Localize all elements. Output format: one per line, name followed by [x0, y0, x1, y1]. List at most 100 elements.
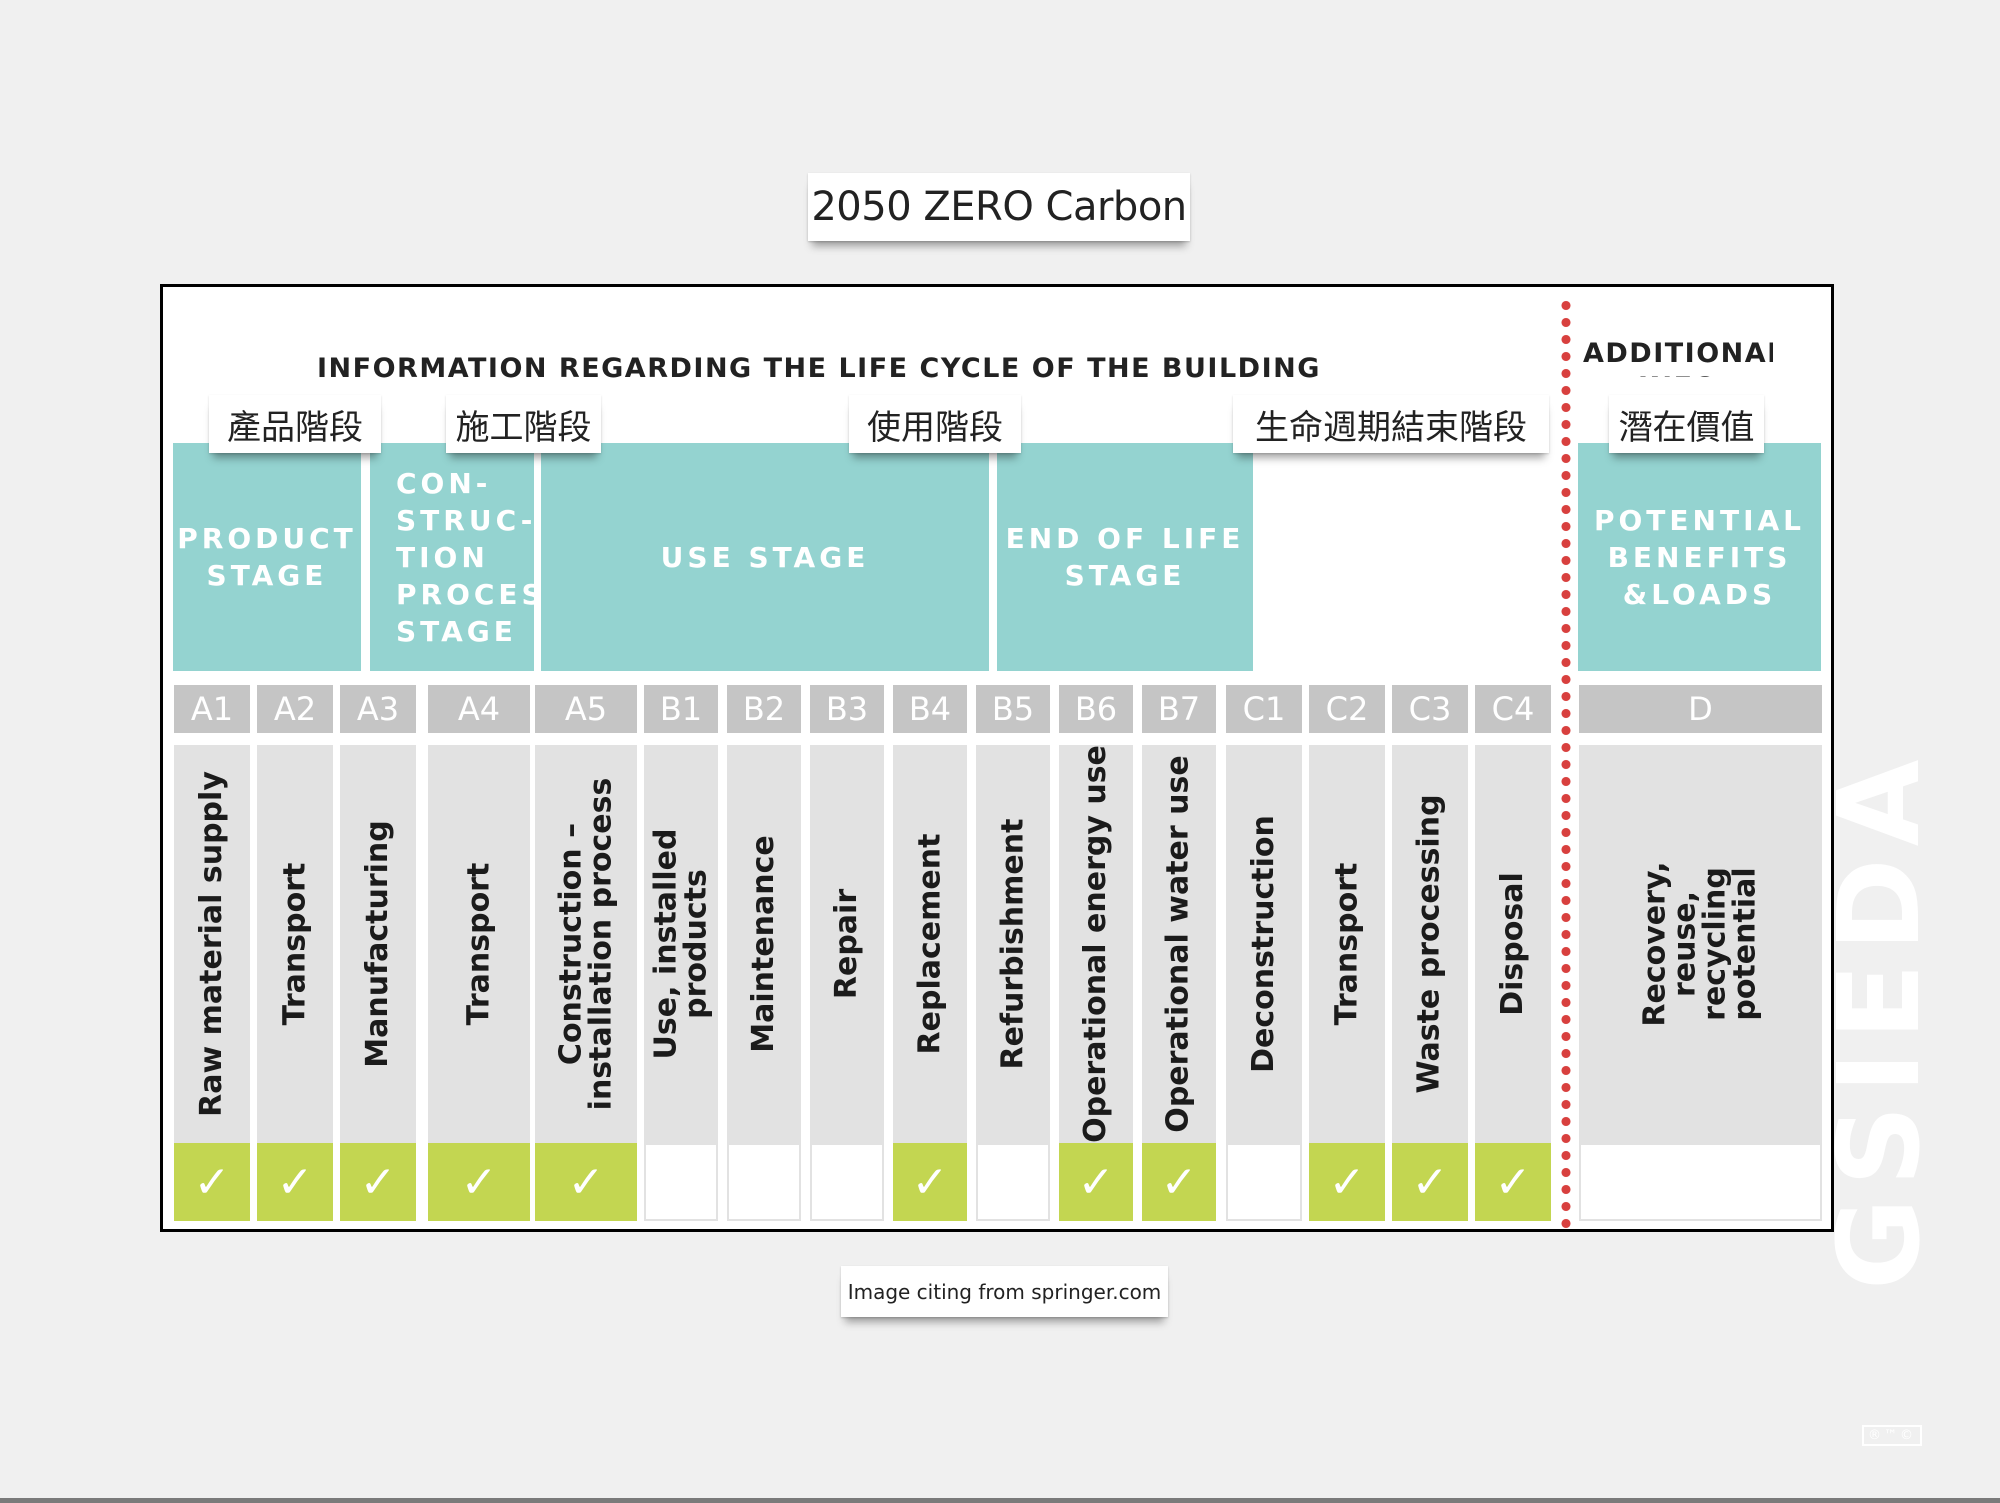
checkmark-icon: ✓	[1494, 1156, 1532, 1208]
module-label: Manufacturing	[360, 820, 395, 1068]
module-code-b1: B1	[644, 685, 718, 733]
stage-product: PRODUCT STAGE	[173, 443, 361, 671]
module-description-b1: Use, installed products	[644, 745, 718, 1143]
module-check-d	[1579, 1143, 1822, 1221]
module-code-b5: B5	[976, 685, 1050, 733]
checkmark-icon: ✓	[460, 1156, 498, 1208]
module-description-a5: Construction – installation process	[535, 745, 637, 1143]
watermark-logo: GSIEDA	[1815, 747, 1945, 1290]
module-check-b6: ✓	[1059, 1143, 1133, 1221]
module-check-a4: ✓	[428, 1143, 530, 1221]
module-description-b7: Operational water use	[1142, 745, 1216, 1143]
checkmark-icon: ✓	[359, 1156, 397, 1208]
module-description-b6: Operational energy use	[1059, 745, 1133, 1143]
bottom-rule	[0, 1498, 2000, 1503]
module-label: Deconstruction	[1246, 815, 1282, 1073]
module-code-a1: A1	[174, 685, 250, 733]
module-label: Operational energy use	[1078, 745, 1113, 1143]
stage-end-of-life: END OF LIFE STAGE	[997, 443, 1253, 671]
module-code-b2: B2	[727, 685, 801, 733]
module-description-a3: Manufacturing	[340, 745, 416, 1143]
checkmark-icon: ✓	[567, 1156, 605, 1208]
module-label: Refurbishment	[995, 818, 1030, 1070]
module-label: Recovery, reuse, recycling potential	[1637, 861, 1763, 1027]
module-check-b2	[727, 1143, 801, 1221]
module-description-c2: Transport	[1309, 745, 1385, 1143]
stage-end-of-life-zh: 生命週期結束階段	[1233, 395, 1549, 453]
stage-potential-label: POTENTIAL BENEFITS &LOADS	[1593, 503, 1805, 611]
module-check-a1: ✓	[174, 1143, 250, 1221]
module-description-a1: Raw material supply	[174, 745, 250, 1143]
module-check-c4: ✓	[1475, 1143, 1551, 1221]
module-code-b3: B3	[810, 685, 884, 733]
module-check-b4: ✓	[893, 1143, 967, 1221]
module-label: Raw material supply	[194, 771, 229, 1117]
module-description-c3: Waste processing	[1392, 745, 1468, 1143]
module-description-c1: Deconstruction	[1226, 745, 1302, 1143]
module-description-d: Recovery, reuse, recycling potential	[1579, 745, 1822, 1143]
checkmark-icon: ✓	[1328, 1156, 1366, 1208]
divider-dotted-line	[1561, 297, 1571, 1231]
module-code-c1: C1	[1226, 685, 1302, 733]
checkmark-icon: ✓	[276, 1156, 314, 1208]
stage-use-zh: 使用階段	[849, 395, 1021, 453]
module-code-a2: A2	[257, 685, 333, 733]
module-label: Disposal	[1495, 872, 1531, 1016]
source-citation: Image citing from springer.com	[841, 1266, 1168, 1317]
module-code-d: D	[1579, 685, 1822, 733]
stage-potential: POTENTIAL BENEFITS &LOADS	[1578, 443, 1821, 671]
module-code-c2: C2	[1309, 685, 1385, 733]
module-description-b3: Repair	[810, 745, 884, 1143]
module-check-b7: ✓	[1142, 1143, 1216, 1221]
module-check-c3: ✓	[1392, 1143, 1468, 1221]
stage-potential-zh: 潛在價值	[1609, 395, 1764, 453]
module-check-a5: ✓	[535, 1143, 637, 1221]
module-description-b2: Maintenance	[727, 745, 801, 1143]
module-check-c2: ✓	[1309, 1143, 1385, 1221]
main-heading: INFORMATION REGARDING THE LIFE CYCLE OF …	[317, 353, 1321, 384]
module-description-b5: Refurbishment	[976, 745, 1050, 1143]
stage-product-label: PRODUCT STAGE	[177, 522, 357, 592]
stage-construction: CON- STRUC- TION PROCESS STAGE	[370, 443, 565, 671]
module-label: Use, installed products	[648, 828, 713, 1060]
page-title: 2050 ZERO Carbon	[808, 173, 1190, 241]
module-check-c1	[1226, 1143, 1302, 1221]
module-code-a3: A3	[340, 685, 416, 733]
module-label: Operational water use	[1161, 755, 1196, 1133]
module-label: Maintenance	[746, 835, 782, 1053]
module-check-b5	[976, 1143, 1050, 1221]
stage-end-of-life-label: END OF LIFE STAGE	[1005, 522, 1245, 592]
module-check-a2: ✓	[257, 1143, 333, 1221]
module-code-c3: C3	[1392, 685, 1468, 733]
module-label: Replacement	[912, 833, 948, 1055]
module-check-b3	[810, 1143, 884, 1221]
module-label: Construction – installation process	[553, 777, 618, 1111]
module-description-c4: Disposal	[1475, 745, 1551, 1143]
module-code-c4: C4	[1475, 685, 1551, 733]
stage-construction-label: CON- STRUC- TION PROCESS STAGE	[396, 466, 569, 648]
module-code-b4: B4	[893, 685, 967, 733]
module-code-a5: A5	[535, 685, 637, 733]
module-check-a3: ✓	[340, 1143, 416, 1221]
module-code-b6: B6	[1059, 685, 1133, 733]
module-description-a2: Transport	[257, 745, 333, 1143]
module-label: Repair	[829, 888, 864, 1000]
module-label: Waste processing	[1412, 794, 1447, 1094]
module-description-b4: Replacement	[893, 745, 967, 1143]
stage-construction-zh: 施工階段	[446, 395, 601, 453]
stage-use-label: USE STAGE	[660, 540, 870, 574]
stage-product-zh: 產品階段	[209, 395, 381, 453]
module-code-b7: B7	[1142, 685, 1216, 733]
life-cycle-diagram: INFORMATION REGARDING THE LIFE CYCLE OF …	[160, 284, 1834, 1232]
module-code-a4: A4	[428, 685, 530, 733]
module-label: Transport	[461, 862, 496, 1026]
additional-info-heading: ADDITIONAL INFO	[1583, 338, 1773, 377]
watermark-marks: ®™©	[1862, 1425, 1922, 1446]
checkmark-icon: ✓	[1411, 1156, 1449, 1208]
checkmark-icon: ✓	[911, 1156, 949, 1208]
checkmark-icon: ✓	[193, 1156, 231, 1208]
module-check-b1	[644, 1143, 718, 1221]
module-description-a4: Transport	[428, 745, 530, 1143]
checkmark-icon: ✓	[1077, 1156, 1115, 1208]
module-label: Transport	[1329, 862, 1364, 1026]
